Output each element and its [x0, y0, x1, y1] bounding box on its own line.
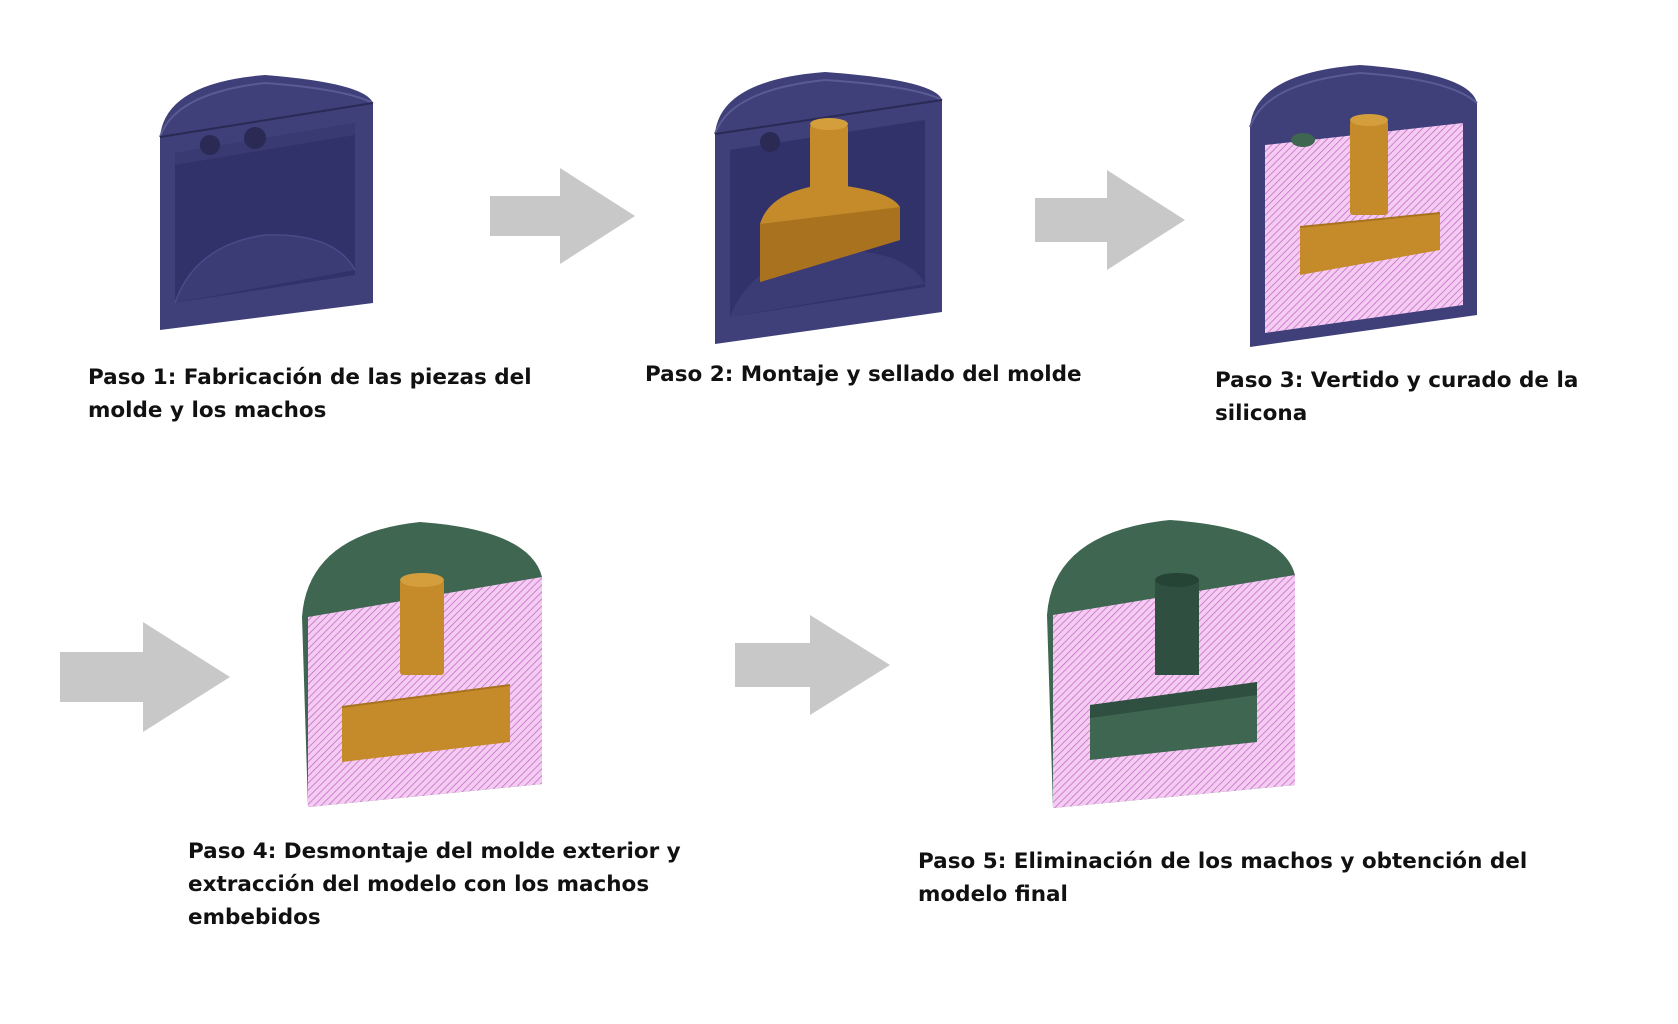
arrow-2-icon — [1035, 170, 1185, 274]
arrow-1-icon — [490, 168, 635, 268]
assembled-mold-figure — [710, 72, 955, 352]
mold-parts-figure — [155, 75, 380, 335]
step-2-caption: Paso 2: Montaje y sellado del molde — [645, 362, 1082, 387]
step-4-caption: Paso 4: Desmontaje del molde exterior y … — [188, 839, 681, 930]
final-model-figure — [1045, 520, 1305, 812]
step-1-caption: Paso 1: Fabricación de las piezas del mo… — [88, 365, 532, 423]
arrow-3-icon — [60, 622, 230, 736]
step-5-caption: Paso 5: Eliminación de los machos y obte… — [918, 849, 1528, 907]
arrow-4-icon — [735, 615, 890, 719]
step-3-caption: Paso 3: Vertido y curado de la silicona — [1215, 368, 1579, 426]
demolded-model-figure — [300, 522, 550, 812]
poured-silicone-figure — [1245, 65, 1490, 355]
